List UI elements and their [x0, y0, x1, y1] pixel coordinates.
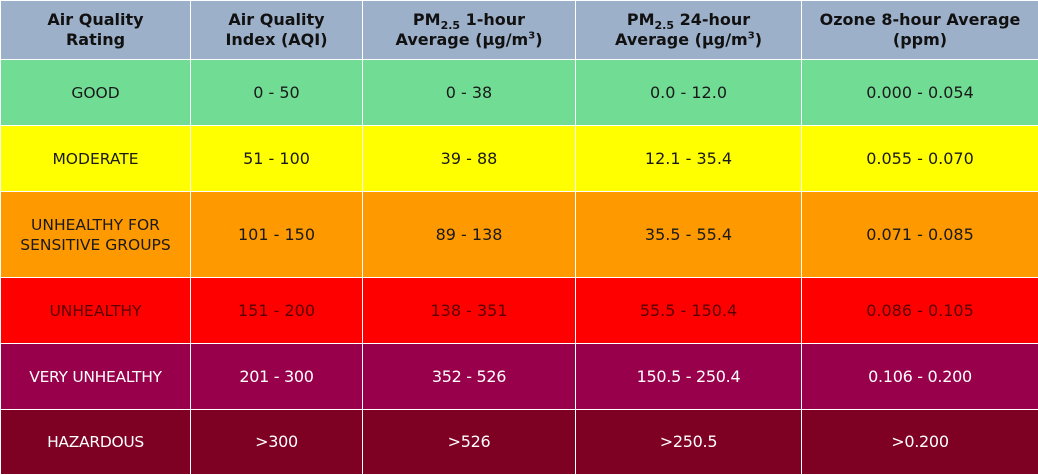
- cell-rating: UNHEALTHY FOR SENSITIVE GROUPS: [1, 192, 191, 278]
- cell-pm25-24h: 55.5 - 150.4: [576, 278, 802, 344]
- cell-pm25-1h: 39 - 88: [363, 126, 576, 192]
- cell-rating: GOOD: [1, 60, 191, 126]
- cell-rating: MODERATE: [1, 126, 191, 192]
- rating-label: UNHEALTHY: [49, 302, 141, 320]
- header-pm25-24h-pm: PM: [627, 10, 655, 29]
- cell-ozone-8h: 0.055 - 0.070: [802, 126, 1038, 192]
- header-aqi-line1: Air Quality: [228, 10, 324, 29]
- header-rating: Air Quality Rating: [1, 1, 191, 60]
- cell-aqi: 201 - 300: [191, 344, 363, 410]
- cell-pm25-1h: 89 - 138: [363, 192, 576, 278]
- header-pm25-1h-post: 1-hour: [460, 10, 525, 29]
- cell-pm25-24h: 150.5 - 250.4: [576, 344, 802, 410]
- rating-label-line1: UNHEALTHY FOR: [31, 216, 160, 234]
- rating-label: VERY UNHEALTHY: [29, 368, 161, 386]
- rating-label: MODERATE: [52, 150, 138, 168]
- header-pm25-24h-post: 24-hour: [674, 10, 750, 29]
- cell-pm25-1h: 138 - 351: [363, 278, 576, 344]
- cell-pm25-24h: 0.0 - 12.0: [576, 60, 802, 126]
- cell-pm25-1h: 0 - 38: [363, 60, 576, 126]
- table-row-unhealthy: UNHEALTHY 151 - 200 138 - 351 55.5 - 150…: [1, 278, 1038, 344]
- cell-aqi: >300: [191, 410, 363, 475]
- cell-pm25-24h: 12.1 - 35.4: [576, 126, 802, 192]
- header-pm25-1h-pm: PM: [413, 10, 441, 29]
- header-pm25-1h-unit: Average (µg/m: [396, 30, 529, 49]
- cell-aqi: 151 - 200: [191, 278, 363, 344]
- cell-ozone-8h: >0.200: [802, 410, 1038, 475]
- cell-pm25-1h: >526: [363, 410, 576, 475]
- table-row-hazardous: HAZARDOUS >300 >526 >250.5 >0.200: [1, 410, 1038, 475]
- header-row: Air Quality Rating Air Quality Index (AQ…: [1, 1, 1038, 60]
- header-ozone-line1: Ozone 8-hour Average: [820, 10, 1021, 29]
- rating-label: GOOD: [71, 84, 119, 102]
- table-row-good: GOOD 0 - 50 0 - 38 0.0 - 12.0 0.000 - 0.…: [1, 60, 1038, 126]
- cell-ozone-8h: 0.086 - 0.105: [802, 278, 1038, 344]
- header-pm25-24h-close: ): [755, 30, 762, 49]
- cell-pm25-24h: 35.5 - 55.4: [576, 192, 802, 278]
- header-rating-line1: Air Quality: [47, 10, 143, 29]
- table-row-moderate: MODERATE 51 - 100 39 - 88 12.1 - 35.4 0.…: [1, 126, 1038, 192]
- header-ozone-8h: Ozone 8-hour Average (ppm): [802, 1, 1038, 60]
- header-ozone-line2: (ppm): [893, 30, 947, 49]
- cell-aqi: 51 - 100: [191, 126, 363, 192]
- rating-label-line2: SENSITIVE GROUPS: [20, 236, 171, 254]
- cell-ozone-8h: 0.000 - 0.054: [802, 60, 1038, 126]
- rating-label: HAZARDOUS: [47, 433, 144, 451]
- header-aqi: Air Quality Index (AQI): [191, 1, 363, 60]
- header-aqi-line2: Index (AQI): [225, 30, 327, 49]
- cell-rating: HAZARDOUS: [1, 410, 191, 475]
- cell-rating: VERY UNHEALTHY: [1, 344, 191, 410]
- cell-pm25-1h: 352 - 526: [363, 344, 576, 410]
- cell-aqi: 101 - 150: [191, 192, 363, 278]
- table-row-unhealthy-sensitive: UNHEALTHY FOR SENSITIVE GROUPS 101 - 150…: [1, 192, 1038, 278]
- cell-rating: UNHEALTHY: [1, 278, 191, 344]
- cell-ozone-8h: 0.106 - 0.200: [802, 344, 1038, 410]
- header-pm25-1h: PM2.5 1-hour Average (µg/m3): [363, 1, 576, 60]
- header-pm25-24h-unit: Average (µg/m: [615, 30, 748, 49]
- header-pm25-24h: PM2.5 24-hour Average (µg/m3): [576, 1, 802, 60]
- cell-aqi: 0 - 50: [191, 60, 363, 126]
- cell-pm25-24h: >250.5: [576, 410, 802, 475]
- header-rating-line2: Rating: [66, 30, 125, 49]
- header-pm25-1h-close: ): [535, 30, 542, 49]
- header-pm25-24h-sup: 3: [748, 31, 755, 42]
- cell-ozone-8h: 0.071 - 0.085: [802, 192, 1038, 278]
- table-row-very-unhealthy: VERY UNHEALTHY 201 - 300 352 - 526 150.5…: [1, 344, 1038, 410]
